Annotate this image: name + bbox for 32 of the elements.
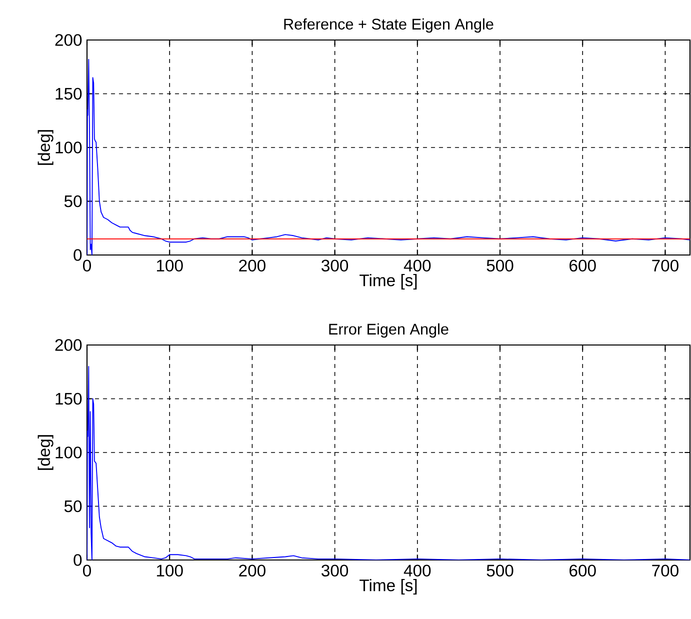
x-tick-label: 300 [322, 260, 348, 272]
x-tick-label: 400 [404, 260, 431, 272]
y-tick-label: 100 [56, 446, 82, 458]
y-tick-label: 100 [56, 142, 82, 154]
x-tick-label: 600 [570, 260, 596, 272]
x-tick-label: 0 [83, 564, 91, 577]
x-tick-label: 0 [83, 260, 91, 272]
y-axis-title: [deg] [38, 435, 54, 470]
x-axis-title: Time [s] [360, 274, 417, 290]
x-tick-label: 300 [322, 564, 348, 577]
y-tick-label: 0 [74, 554, 82, 566]
chart-title: Reference + State Eigen Angle [284, 18, 494, 33]
x-tick-label: 100 [156, 260, 183, 272]
x-axis-title: Time [s] [360, 578, 417, 595]
x-tick-label: 400 [404, 564, 431, 577]
y-tick-label: 200 [55, 339, 82, 351]
x-tick-label: 700 [652, 564, 678, 577]
x-tick-label: 700 [652, 260, 678, 272]
y-tick-label: 0 [74, 249, 82, 261]
x-tick-label: 500 [486, 564, 514, 577]
y-tick-label: 150 [56, 392, 82, 405]
y-tick-label: 50 [64, 195, 82, 208]
y-tick-label: 50 [64, 500, 82, 512]
y-tick-label: 150 [56, 88, 82, 100]
x-tick-label: 200 [239, 260, 266, 272]
x-tick-label: 600 [570, 564, 596, 577]
x-tick-label: 100 [156, 564, 183, 577]
x-tick-label: 500 [486, 260, 514, 272]
y-axis-title: [deg] [38, 130, 54, 165]
x-tick-label: 200 [239, 564, 266, 577]
y-tick-label: 200 [55, 34, 82, 46]
chart-title: Error Eigen Angle [329, 323, 448, 338]
